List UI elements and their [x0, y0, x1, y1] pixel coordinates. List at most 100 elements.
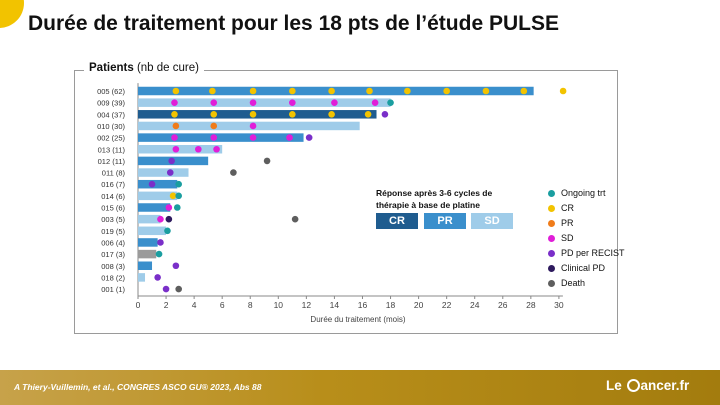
- duration-bar: [138, 191, 178, 201]
- event-marker: [155, 250, 163, 258]
- patient-label: 017 (3): [101, 250, 125, 259]
- response-cr-box: CR: [376, 213, 418, 229]
- event-marker: [381, 111, 389, 118]
- x-tick-label: 16: [358, 300, 368, 310]
- event-marker: [210, 122, 218, 130]
- duration-bar: [138, 179, 178, 189]
- event-marker: [175, 180, 182, 188]
- logo-text-right: ancer.fr: [640, 378, 690, 393]
- x-tick-label: 10: [274, 300, 284, 310]
- event-marker: [173, 204, 181, 211]
- event-marker: [289, 87, 296, 95]
- event-marker: [230, 169, 237, 176]
- response-box-title: Réponse après 3-6 cycles de thérapie à b…: [376, 188, 493, 210]
- duration-bar: [138, 273, 146, 282]
- duration-bar: [138, 110, 377, 119]
- panel-label-rest: (nb de cure): [133, 62, 199, 74]
- legend-item-ongoing: Ongoing trt: [548, 188, 606, 198]
- event-marker: [443, 87, 450, 95]
- legend-item-clinical-pd: Clinical PD: [548, 263, 605, 273]
- response-sd-label: SD: [484, 215, 500, 227]
- event-marker: [165, 204, 173, 211]
- logo-c-icon: [626, 379, 640, 392]
- site-logo: Le ancer.fr: [606, 378, 689, 393]
- event-marker: [175, 192, 182, 200]
- event-marker: [154, 274, 161, 281]
- legend-label: Clinical PD: [561, 263, 606, 273]
- chart-panel: [74, 70, 618, 334]
- duration-bar: [138, 226, 167, 236]
- event-marker: [172, 262, 180, 270]
- x-tick-label: 0: [136, 300, 141, 310]
- x-tick-label: 24: [470, 300, 480, 310]
- event-marker: [289, 99, 296, 106]
- event-marker: [289, 111, 296, 118]
- event-marker: [195, 145, 202, 153]
- event-marker: [364, 111, 372, 118]
- event-marker: [286, 134, 293, 141]
- patient-label: 015 (6): [101, 204, 125, 213]
- event-marker: [387, 99, 394, 106]
- slide-title: Durée de traitement pour les 18 pts de l…: [28, 12, 559, 35]
- purple-dot-icon: [548, 250, 555, 257]
- response-cr-label: CR: [389, 215, 405, 227]
- event-marker: [168, 157, 175, 165]
- x-axis-title: Durée du traitement (mois): [310, 315, 405, 324]
- event-marker: [172, 122, 180, 130]
- event-marker: [164, 227, 171, 235]
- x-tick-label: 26: [498, 300, 508, 310]
- duration-bar: [138, 261, 153, 270]
- event-marker: [249, 111, 257, 118]
- x-tick-label: 6: [220, 300, 225, 310]
- duration-bar: [138, 214, 161, 224]
- duration-bar: [138, 203, 171, 212]
- event-marker: [520, 87, 528, 95]
- patient-label: 003 (5): [101, 215, 125, 224]
- response-pr-label: PR: [437, 215, 453, 227]
- duration-bar: [138, 86, 534, 96]
- response-pr-box: PR: [424, 213, 466, 229]
- duration-bar: [138, 168, 189, 177]
- x-tick-label: 18: [386, 300, 396, 310]
- event-marker: [166, 169, 174, 176]
- event-marker: [328, 111, 335, 118]
- orange-dot-icon: [548, 220, 555, 227]
- legend-label: Death: [561, 278, 586, 288]
- event-marker: [210, 111, 218, 118]
- patient-label: 002 (25): [97, 134, 125, 143]
- patient-label: 010 (30): [97, 122, 125, 131]
- duration-bar: [138, 98, 391, 107]
- footer-bar: A Thiery-Vuillemin, et al., CONGRES ASCO…: [0, 370, 720, 405]
- patient-label: 001 (1): [101, 285, 125, 294]
- patient-label: 013 (11): [98, 145, 126, 154]
- event-marker: [157, 239, 164, 246]
- event-marker: [209, 87, 216, 95]
- duration-bar: [138, 133, 304, 142]
- legend-label: CR: [561, 203, 574, 213]
- duration-bar: [138, 249, 157, 259]
- legend-label: PR: [561, 218, 574, 228]
- event-marker: [328, 87, 335, 95]
- logo-text-left: Le: [606, 378, 626, 393]
- event-marker: [249, 87, 257, 95]
- duration-bar: [138, 145, 223, 154]
- event-marker: [305, 134, 313, 141]
- legend-item-pr: PR: [548, 218, 574, 228]
- patient-label: 011 (8): [102, 169, 126, 178]
- event-marker: [162, 285, 170, 293]
- event-marker: [249, 134, 257, 141]
- patient-label: 008 (3): [101, 262, 125, 271]
- legend-item-pd-recist: PD per RECIST: [548, 248, 625, 258]
- legend-label: SD: [561, 233, 574, 243]
- event-marker: [331, 99, 338, 106]
- x-tick-label: 14: [330, 300, 340, 310]
- event-marker: [371, 99, 379, 106]
- event-marker: [169, 192, 177, 200]
- legend-item-sd: SD: [548, 233, 574, 243]
- patient-label: 009 (39): [97, 99, 125, 108]
- event-marker: [213, 145, 220, 153]
- x-tick-label: 28: [526, 300, 536, 310]
- event-marker: [165, 215, 173, 223]
- x-tick-label: 22: [442, 300, 452, 310]
- patient-label: 012 (11): [98, 157, 126, 166]
